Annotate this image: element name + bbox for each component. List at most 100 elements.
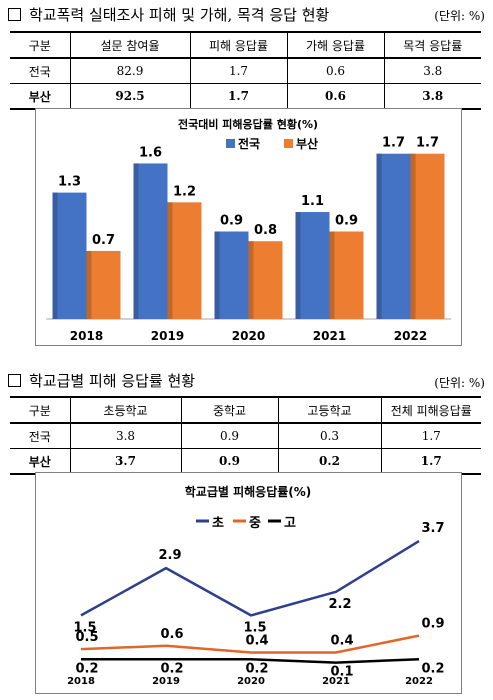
data-label: 0.2 — [421, 661, 444, 676]
table-cell: 0.6 — [286, 83, 384, 110]
legend-label: 중 — [249, 516, 261, 531]
table-cell: 1.7 — [380, 448, 481, 475]
data-label: 2.9 — [158, 548, 181, 563]
bar — [86, 250, 121, 319]
bar — [52, 192, 87, 319]
x-tick-label: 2022 — [394, 329, 427, 343]
data-label: 1.3 — [58, 175, 81, 190]
line-chart: 학교급별 피해응답률(%) 초 중 고 1.5 2.9 1.5 2.2 3.7 0.5 0.6 0.4… — [67, 484, 444, 687]
bar-shade — [133, 163, 139, 319]
table-row: 전국 3.8 0.9 0.3 1.7 — [10, 423, 481, 449]
bar-shade — [295, 212, 301, 319]
bar — [133, 163, 168, 319]
x-tick-label: 2021 — [313, 329, 346, 343]
table-cell: 부산 — [10, 448, 70, 475]
data-label: 0.5 — [75, 630, 98, 645]
x-tick-label: 2020 — [237, 676, 265, 687]
header-cell: 고등학교 — [277, 396, 381, 424]
data-label: 0.9 — [335, 214, 358, 229]
table-cell: 82.9 — [69, 58, 190, 84]
data-label: 1.5 — [243, 620, 266, 635]
data-label: 1.7 — [416, 136, 439, 151]
bar — [329, 231, 364, 319]
table-cell: 3.8 — [383, 58, 481, 84]
bar — [248, 241, 283, 319]
line-chart-panel: 학교급별 피해응답률(%) 초 중 고 1.5 2.9 1.5 2.2 3.7 0.5 0.6 0.4… — [35, 472, 462, 694]
data-label: 0.6 — [160, 627, 183, 642]
table-cell: 0.6 — [286, 58, 384, 84]
data-label: 0.8 — [254, 223, 277, 238]
data-label: 0.2 — [75, 661, 98, 676]
section2-table: 구분 초등학교 중학교 고등학교 전체 피해응답률 전국 3.8 0.9 0.3… — [10, 396, 481, 475]
header-cell: 중학교 — [180, 396, 278, 424]
bar-chart: 전국대비 피해응답률 현황(%) 전국 부산 1.3 0.7 2018 1.6 1.2 2019… — [46, 117, 451, 343]
table-cell: 1.7 — [189, 83, 287, 110]
series-line — [80, 540, 420, 617]
data-label: 1.6 — [139, 145, 162, 160]
legend-label: 전국 — [238, 136, 260, 151]
legend-swatch — [226, 139, 235, 148]
bar — [214, 231, 249, 319]
table-cell: 부산 — [10, 83, 70, 110]
table-header-row: 구분 초등학교 중학교 고등학교 전체 피해응답률 — [10, 396, 481, 424]
table-header-row: 구분 설문 참여율 피해 응답률 가해 응답률 목격 응답률 — [10, 31, 481, 59]
data-label: 2.2 — [328, 597, 351, 612]
header-cell: 목격 응답률 — [383, 31, 481, 59]
bar-chart-panel: 전국대비 피해응답률 현황(%) 전국 부산 1.3 0.7 2018 1.6 1.2 2019… — [35, 108, 462, 346]
data-label: 1.2 — [173, 184, 196, 199]
checkbox-square-icon — [8, 374, 21, 387]
table-row: 부산 92.5 1.7 0.6 3.8 — [10, 83, 481, 110]
section2-title-text: 학교급별 피해 응답률 현황 — [29, 372, 196, 390]
bar-shade — [376, 153, 382, 319]
section1-unit: (단위: %) — [434, 9, 485, 23]
table-row: 부산 3.7 0.9 0.2 1.7 — [10, 448, 481, 475]
header-cell: 구분 — [10, 31, 70, 59]
section2-title: 학교급별 피해 응답률 현황 — [8, 370, 195, 391]
table-cell: 0.9 — [180, 423, 278, 449]
bar — [295, 212, 330, 319]
table-cell: 전국 — [10, 423, 70, 449]
table-cell: 92.5 — [69, 83, 190, 110]
bar — [410, 153, 445, 319]
table-cell: 전국 — [10, 58, 70, 84]
table-row: 전국 82.9 1.7 0.6 3.8 — [10, 58, 481, 84]
legend-label: 고 — [284, 516, 296, 531]
chart-title: 전국대비 피해응답률 현황(%) — [178, 117, 318, 131]
bar-shade — [52, 192, 58, 319]
legend-swatch — [284, 139, 293, 148]
bar — [376, 153, 411, 319]
data-label: 1.5 — [73, 620, 96, 635]
header-cell: 구분 — [10, 396, 70, 424]
data-label: 0.1 — [330, 665, 353, 680]
data-label: 0.4 — [245, 634, 268, 649]
legend-label: 초 — [212, 516, 224, 531]
table-cell: 0.9 — [180, 448, 278, 475]
bar-shade — [86, 250, 92, 319]
x-tick-label: 2018 — [67, 676, 95, 687]
table-cell: 3.8 — [383, 83, 481, 110]
data-label: 1.1 — [301, 194, 324, 209]
header-cell: 설문 참여율 — [69, 31, 190, 59]
bar-shade — [214, 231, 220, 319]
table-cell: 3.7 — [69, 448, 181, 475]
data-label: 1.7 — [382, 136, 405, 151]
table-cell: 0.3 — [277, 423, 381, 449]
table-cell: 0.2 — [277, 448, 381, 475]
x-tick-label: 2020 — [232, 329, 265, 343]
data-label: 0.7 — [92, 233, 115, 248]
section1-title: 학교폭력 실태조사 피해 및 가해, 목격 응답 현황 — [8, 4, 329, 25]
section2-unit: (단위: %) — [434, 376, 485, 390]
x-tick-label: 2022 — [405, 676, 433, 687]
header-cell: 가해 응답률 — [286, 31, 384, 59]
legend-label: 부산 — [296, 136, 318, 151]
bar-shade — [167, 202, 173, 319]
section1-table: 구분 설문 참여율 피해 응답률 가해 응답률 목격 응답률 전국 82.9 1… — [10, 31, 481, 110]
header-cell: 전체 피해응답률 — [380, 396, 481, 424]
bar — [167, 202, 202, 319]
x-tick-label: 2018 — [70, 329, 103, 343]
bar-shade — [329, 231, 335, 319]
data-label: 0.9 — [421, 617, 444, 632]
data-label: 0.9 — [220, 214, 243, 229]
table-cell: 1.7 — [189, 58, 287, 84]
data-label: 3.7 — [421, 521, 444, 536]
